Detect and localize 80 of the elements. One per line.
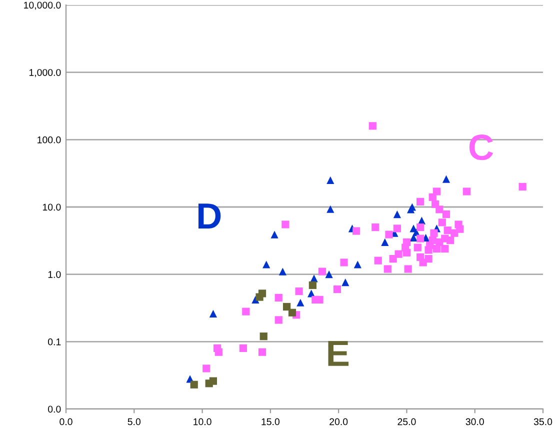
x-tick-label: 35.0 xyxy=(534,418,552,426)
y-tick-label: 1.0 xyxy=(48,271,61,278)
point xyxy=(368,122,376,130)
point xyxy=(316,296,324,304)
point xyxy=(214,348,222,356)
point xyxy=(282,220,290,228)
point xyxy=(242,308,250,316)
point xyxy=(326,205,334,213)
point xyxy=(318,268,326,276)
point xyxy=(424,246,432,254)
point xyxy=(441,244,449,253)
x-tick-label: 15.0 xyxy=(262,418,280,426)
point xyxy=(432,244,440,253)
point xyxy=(419,258,427,266)
point xyxy=(402,248,411,256)
point xyxy=(414,244,422,252)
point xyxy=(278,268,286,276)
point xyxy=(416,234,424,242)
point xyxy=(209,310,217,318)
point xyxy=(209,377,217,385)
point xyxy=(385,230,393,238)
point xyxy=(258,348,266,356)
point xyxy=(444,226,452,234)
point xyxy=(282,302,291,311)
point xyxy=(393,210,401,218)
point xyxy=(340,258,348,266)
y-tick-label: 100.0 xyxy=(38,136,61,144)
y-tick-label: 0.1 xyxy=(48,338,61,346)
point xyxy=(296,298,304,306)
y-tick-label: 10.0 xyxy=(42,204,61,211)
point xyxy=(260,332,268,340)
point xyxy=(333,285,342,294)
point xyxy=(372,223,380,232)
x-tick-label: 5.0 xyxy=(128,418,141,426)
point xyxy=(190,380,198,388)
point xyxy=(274,294,282,302)
x-tick-label: 20.0 xyxy=(330,418,348,426)
point xyxy=(404,265,412,273)
series-label: C xyxy=(469,134,494,160)
point xyxy=(462,188,470,196)
point xyxy=(446,236,454,244)
point xyxy=(262,260,270,268)
point xyxy=(410,234,418,242)
y-tick-label: 0.0 xyxy=(48,406,61,413)
point xyxy=(389,255,397,263)
point xyxy=(274,316,282,324)
point xyxy=(428,193,436,201)
point xyxy=(381,238,389,246)
point xyxy=(295,287,303,296)
point xyxy=(288,308,296,316)
series-label: D xyxy=(198,204,221,228)
x-tick-label: 0.0 xyxy=(60,418,72,426)
point xyxy=(270,230,278,238)
point xyxy=(407,206,415,214)
x-tick-label: 10.0 xyxy=(194,418,212,426)
point xyxy=(325,270,333,278)
point xyxy=(442,175,450,183)
x-tick-label: 25.0 xyxy=(398,418,416,426)
point xyxy=(239,344,247,352)
point xyxy=(258,290,266,298)
point xyxy=(354,260,362,268)
point xyxy=(393,224,401,232)
point xyxy=(436,206,444,214)
y-tick-label: 10,000.0 xyxy=(24,2,61,10)
point xyxy=(442,210,450,218)
point xyxy=(430,229,438,237)
y-tick-label: 1,000.0 xyxy=(29,69,61,78)
point xyxy=(416,223,424,232)
x-tick-label: 30.0 xyxy=(466,418,484,426)
point xyxy=(326,176,334,184)
point xyxy=(384,265,392,273)
series-label: E xyxy=(328,340,349,366)
point xyxy=(416,198,424,206)
point xyxy=(352,227,360,235)
point xyxy=(374,256,382,264)
point xyxy=(518,182,526,191)
point xyxy=(202,364,210,372)
point xyxy=(438,218,446,226)
point xyxy=(342,278,350,286)
point xyxy=(308,281,316,289)
